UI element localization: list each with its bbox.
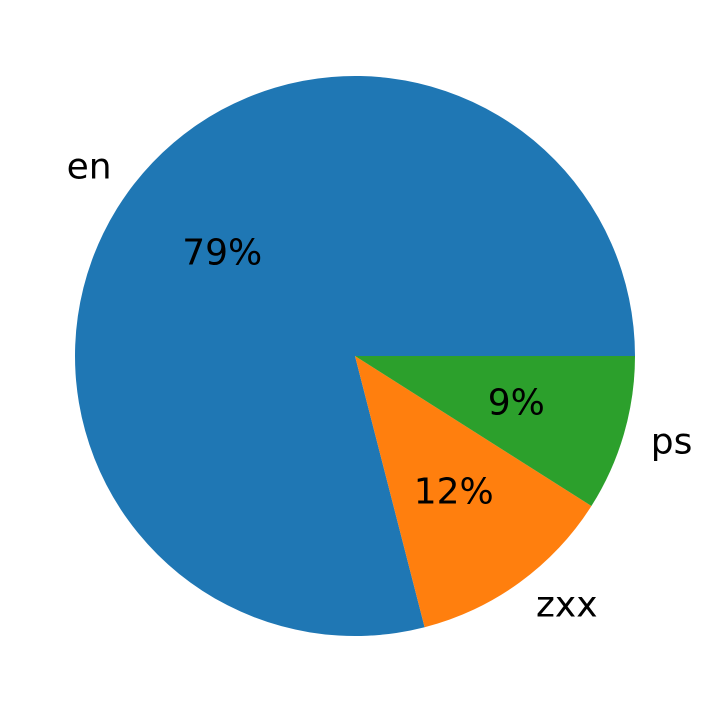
pie-slice-zxx: [355, 356, 592, 628]
slice-percent-en: 79%: [182, 233, 262, 274]
pie-slice-ps: [355, 356, 635, 507]
slice-percent-ps: 9%: [488, 382, 545, 423]
slice-percent-zxx: 12%: [414, 471, 494, 512]
slice-label-zxx: zxx: [536, 585, 598, 626]
slice-label-ps: ps: [651, 421, 693, 462]
pie-slice-en: [74, 75, 635, 636]
slice-label-en: en: [67, 147, 112, 188]
